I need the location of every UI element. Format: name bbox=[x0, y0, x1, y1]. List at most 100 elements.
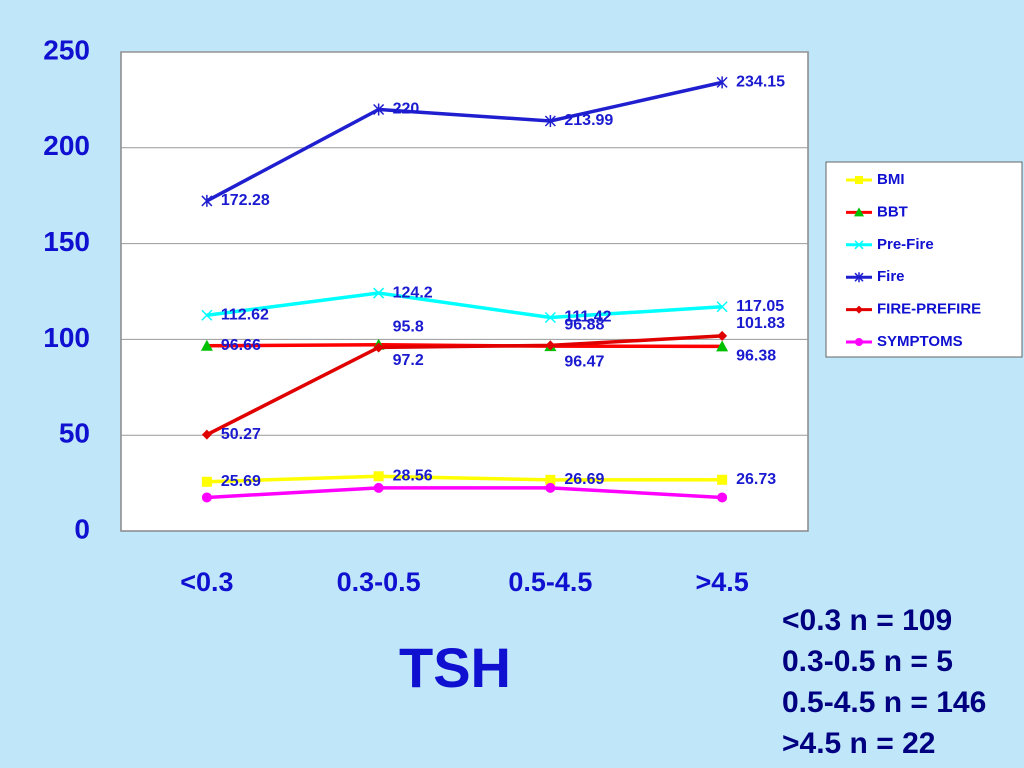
marker-part bbox=[200, 339, 213, 351]
marker-part bbox=[545, 340, 556, 351]
marker-part bbox=[854, 272, 864, 283]
marker-part bbox=[545, 474, 556, 485]
marker bbox=[855, 338, 863, 346]
marker-part bbox=[373, 471, 384, 482]
legend bbox=[825, 161, 1023, 358]
marker bbox=[373, 482, 384, 493]
marker bbox=[854, 207, 864, 217]
plot-area bbox=[120, 51, 809, 532]
marker-part bbox=[717, 330, 728, 341]
legend-label: BBT bbox=[877, 203, 908, 220]
marker-part bbox=[544, 311, 556, 324]
marker-part bbox=[716, 301, 728, 313]
y-tick-label: 150 bbox=[43, 226, 90, 257]
marker-part bbox=[717, 474, 728, 485]
marker bbox=[716, 301, 728, 313]
marker bbox=[545, 340, 556, 351]
marker bbox=[373, 103, 385, 116]
data-label: 96.88 bbox=[564, 317, 604, 334]
marker bbox=[854, 240, 864, 250]
y-tick-label: 0 bbox=[74, 513, 90, 544]
legend-label: FIRE-PREFIRE bbox=[877, 301, 981, 318]
data-label: 97.2 bbox=[393, 352, 424, 369]
y-tick-label: 50 bbox=[59, 418, 90, 449]
legend-label: BMI bbox=[877, 171, 905, 188]
marker-part bbox=[373, 342, 384, 353]
marker-part bbox=[544, 114, 556, 127]
annotation: 0.3-0.5 n = 5 bbox=[782, 645, 953, 678]
marker-part bbox=[201, 492, 212, 503]
data-label: 124.2 bbox=[393, 284, 433, 301]
data-label: 234.15 bbox=[736, 74, 785, 91]
marker-part bbox=[545, 482, 556, 493]
marker-part bbox=[854, 240, 864, 250]
annotation: <0.3 n = 109 bbox=[782, 604, 952, 637]
marker bbox=[544, 311, 556, 324]
annotation: 0.5-4.5 n = 146 bbox=[782, 686, 986, 719]
marker bbox=[717, 492, 728, 503]
marker-part bbox=[855, 305, 863, 314]
marker bbox=[855, 305, 863, 314]
annotation: >4.5 n = 22 bbox=[782, 727, 935, 760]
marker bbox=[716, 340, 729, 352]
data-label: 50.27 bbox=[221, 426, 261, 443]
x-axis-title: TSH bbox=[399, 636, 511, 699]
marker bbox=[201, 194, 213, 207]
marker-part bbox=[373, 287, 385, 299]
marker-part bbox=[716, 76, 728, 89]
series-line bbox=[206, 486, 723, 500]
marker bbox=[717, 474, 728, 485]
marker bbox=[373, 342, 384, 353]
marker-part bbox=[854, 207, 864, 217]
x-tick-label: 0.5-4.5 bbox=[508, 567, 592, 597]
series-line bbox=[206, 80, 723, 203]
marker-part bbox=[373, 103, 385, 116]
data-label: 26.73 bbox=[736, 471, 776, 488]
legend-label: Pre-Fire bbox=[877, 236, 934, 253]
marker-part bbox=[201, 194, 213, 207]
marker bbox=[201, 429, 212, 440]
x-tick-label: >4.5 bbox=[695, 567, 748, 597]
legend-label: Fire bbox=[877, 268, 905, 285]
series-line bbox=[206, 474, 723, 484]
marker bbox=[717, 330, 728, 341]
data-label: 96.47 bbox=[564, 353, 604, 370]
marker bbox=[201, 492, 212, 503]
data-label: 112.62 bbox=[221, 306, 269, 323]
data-label: 213.99 bbox=[564, 112, 613, 129]
series-line bbox=[206, 334, 723, 437]
marker bbox=[200, 339, 213, 351]
marker bbox=[373, 287, 385, 299]
marker-part bbox=[717, 492, 728, 503]
marker-part bbox=[201, 476, 212, 487]
marker bbox=[854, 272, 864, 283]
marker bbox=[201, 309, 213, 321]
data-label: 96.66 bbox=[221, 337, 261, 354]
data-label: 101.83 bbox=[736, 315, 785, 332]
data-label: 111.42 bbox=[564, 309, 611, 326]
y-tick-label: 100 bbox=[43, 322, 90, 353]
marker bbox=[545, 474, 556, 485]
marker bbox=[201, 476, 212, 487]
x-tick-label: <0.3 bbox=[180, 567, 233, 597]
marker bbox=[545, 482, 556, 493]
marker-part bbox=[716, 340, 729, 352]
marker bbox=[544, 114, 556, 127]
marker-part bbox=[855, 176, 863, 184]
data-label: 172.28 bbox=[221, 192, 270, 209]
marker-part bbox=[201, 429, 212, 440]
data-label: 96.38 bbox=[736, 348, 776, 365]
marker-part bbox=[373, 482, 384, 493]
marker-part bbox=[855, 338, 863, 346]
data-label: 117.05 bbox=[736, 298, 784, 315]
x-tick-label: 0.3-0.5 bbox=[337, 567, 421, 597]
legend-label: SYMPTOMS bbox=[877, 333, 963, 350]
data-label: 28.56 bbox=[393, 467, 433, 484]
series-line bbox=[206, 291, 723, 320]
data-label: 25.69 bbox=[221, 473, 261, 490]
y-tick-label: 250 bbox=[43, 34, 90, 65]
marker bbox=[855, 176, 863, 184]
data-label: 95.8 bbox=[393, 319, 424, 336]
marker bbox=[716, 76, 728, 89]
